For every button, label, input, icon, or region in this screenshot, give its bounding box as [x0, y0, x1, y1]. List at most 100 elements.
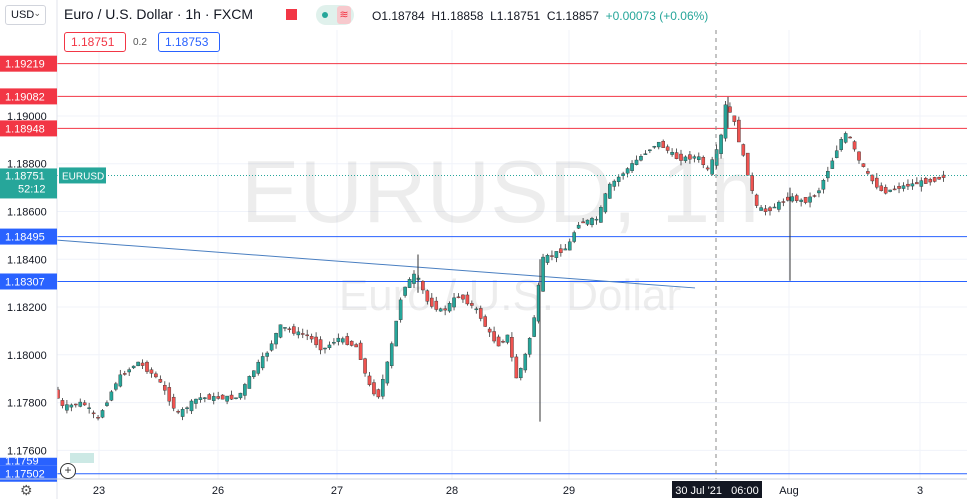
candle-body	[710, 159, 714, 175]
gear-icon[interactable]: ⚙	[20, 482, 33, 498]
spread-value: 0.2	[133, 37, 147, 48]
candle-body	[839, 139, 843, 150]
ohlc-close: C1.18857	[546, 9, 599, 23]
currency-select[interactable]: USD ⌄	[5, 5, 46, 25]
symbol-tag-bg	[59, 167, 106, 184]
time-axis[interactable]: 23 26 27 28 29 Aug 3	[93, 485, 923, 497]
candle-body	[447, 303, 452, 312]
candle-body	[105, 402, 109, 406]
candle-body	[625, 168, 630, 174]
candle-body	[452, 297, 456, 308]
candle-body	[714, 149, 719, 166]
candlestick-series	[56, 96, 946, 422]
candle-body	[425, 290, 430, 302]
current-price-value: 1.18751	[5, 170, 45, 182]
candle-body	[180, 409, 185, 417]
candle-body	[203, 397, 207, 399]
time-tick-label: 29	[563, 485, 575, 497]
flag-icon[interactable]	[286, 9, 297, 20]
candle-body	[260, 356, 265, 369]
chart-title: Euro / U.S. Dollar · 1h · FXCM	[64, 6, 254, 22]
candle-body	[443, 308, 447, 311]
candle-body	[661, 140, 665, 148]
trend-line[interactable]	[56, 239, 696, 289]
candle-body	[398, 299, 403, 320]
resistance-level-label-bg	[0, 120, 57, 137]
candle-body	[287, 328, 292, 330]
market-open-dot-icon	[322, 12, 328, 18]
time-tick-label: 26	[212, 485, 224, 497]
candle-body	[327, 344, 332, 349]
candle-body	[505, 334, 510, 343]
candle-body	[229, 394, 234, 400]
support-level-label-bg	[0, 228, 57, 245]
sell-button[interactable]: 1.18751	[64, 32, 126, 52]
time-tick-label: 3	[917, 485, 923, 497]
candle-body	[594, 218, 599, 221]
support-level-label-bg	[0, 465, 57, 482]
candle-body	[870, 174, 875, 182]
candle-body	[283, 327, 287, 329]
candle-body	[176, 410, 180, 413]
candle-body	[162, 385, 167, 391]
candle-body	[621, 173, 625, 176]
candle-body	[790, 196, 795, 202]
candle-body	[251, 370, 256, 377]
candle-body	[309, 336, 314, 340]
candle-body	[385, 361, 390, 384]
candle-body	[519, 368, 523, 379]
candle-body	[656, 141, 661, 148]
candle-body	[278, 324, 283, 338]
candle-body	[140, 362, 145, 366]
candle-body	[812, 195, 817, 197]
candle-body	[487, 328, 492, 333]
price-tick-label: 1.18800	[7, 159, 47, 171]
candle-body	[572, 232, 576, 242]
price-tick-label: 1.18600	[7, 207, 47, 219]
candle-body	[247, 376, 252, 389]
price-tick-label: 1.17800	[7, 398, 47, 410]
price-axis[interactable]: 1.17600 1.17800 1.18000 1.18200 1.18400 1.186…	[0, 55, 57, 482]
candle-body	[892, 188, 897, 191]
candle-body	[932, 177, 937, 182]
buy-button[interactable]: 1.18753	[158, 32, 220, 52]
candle-body	[732, 115, 737, 122]
candle-body	[456, 296, 461, 299]
candle-body	[109, 391, 114, 401]
candle-body	[372, 382, 376, 395]
candle-body	[376, 389, 381, 398]
candle-body	[211, 396, 216, 401]
candle-body	[768, 207, 772, 212]
price-tick-label: 1.17600	[7, 445, 47, 457]
ohlc-readout: O1.18784 H1.18858 L1.18751 C1.18857 +0.0…	[372, 9, 708, 23]
ohlc-open: O1.18784	[372, 9, 425, 23]
candle-body	[189, 400, 194, 412]
support-level-label: 1.17502	[5, 469, 45, 481]
candle-body	[817, 190, 821, 194]
candle-body	[421, 281, 425, 291]
price-tick-label: 1.18000	[7, 350, 47, 362]
candle-body	[888, 189, 892, 192]
candle-body	[559, 248, 563, 253]
candle-body	[843, 133, 848, 143]
candle-body	[612, 180, 617, 187]
candle-body	[919, 180, 924, 187]
candle-body	[688, 154, 692, 160]
candle-body	[897, 186, 901, 189]
candle-body	[314, 336, 318, 346]
chevron-down-icon: ⌄	[33, 8, 41, 18]
candle-body	[648, 149, 652, 152]
market-status-pill[interactable]: ≋	[316, 5, 354, 25]
resistance-level-label: 1.19219	[5, 59, 45, 71]
candle-body	[430, 297, 434, 307]
candle-body	[883, 187, 888, 194]
candle-body	[363, 358, 367, 374]
candle-body	[256, 361, 261, 374]
candle-body	[305, 334, 310, 337]
candle-body	[492, 331, 496, 342]
candle-body	[367, 375, 372, 386]
add-plus-icon[interactable]: +	[60, 463, 76, 479]
candle-body	[923, 178, 928, 184]
candle-body	[91, 412, 96, 415]
candle-body	[220, 394, 225, 400]
